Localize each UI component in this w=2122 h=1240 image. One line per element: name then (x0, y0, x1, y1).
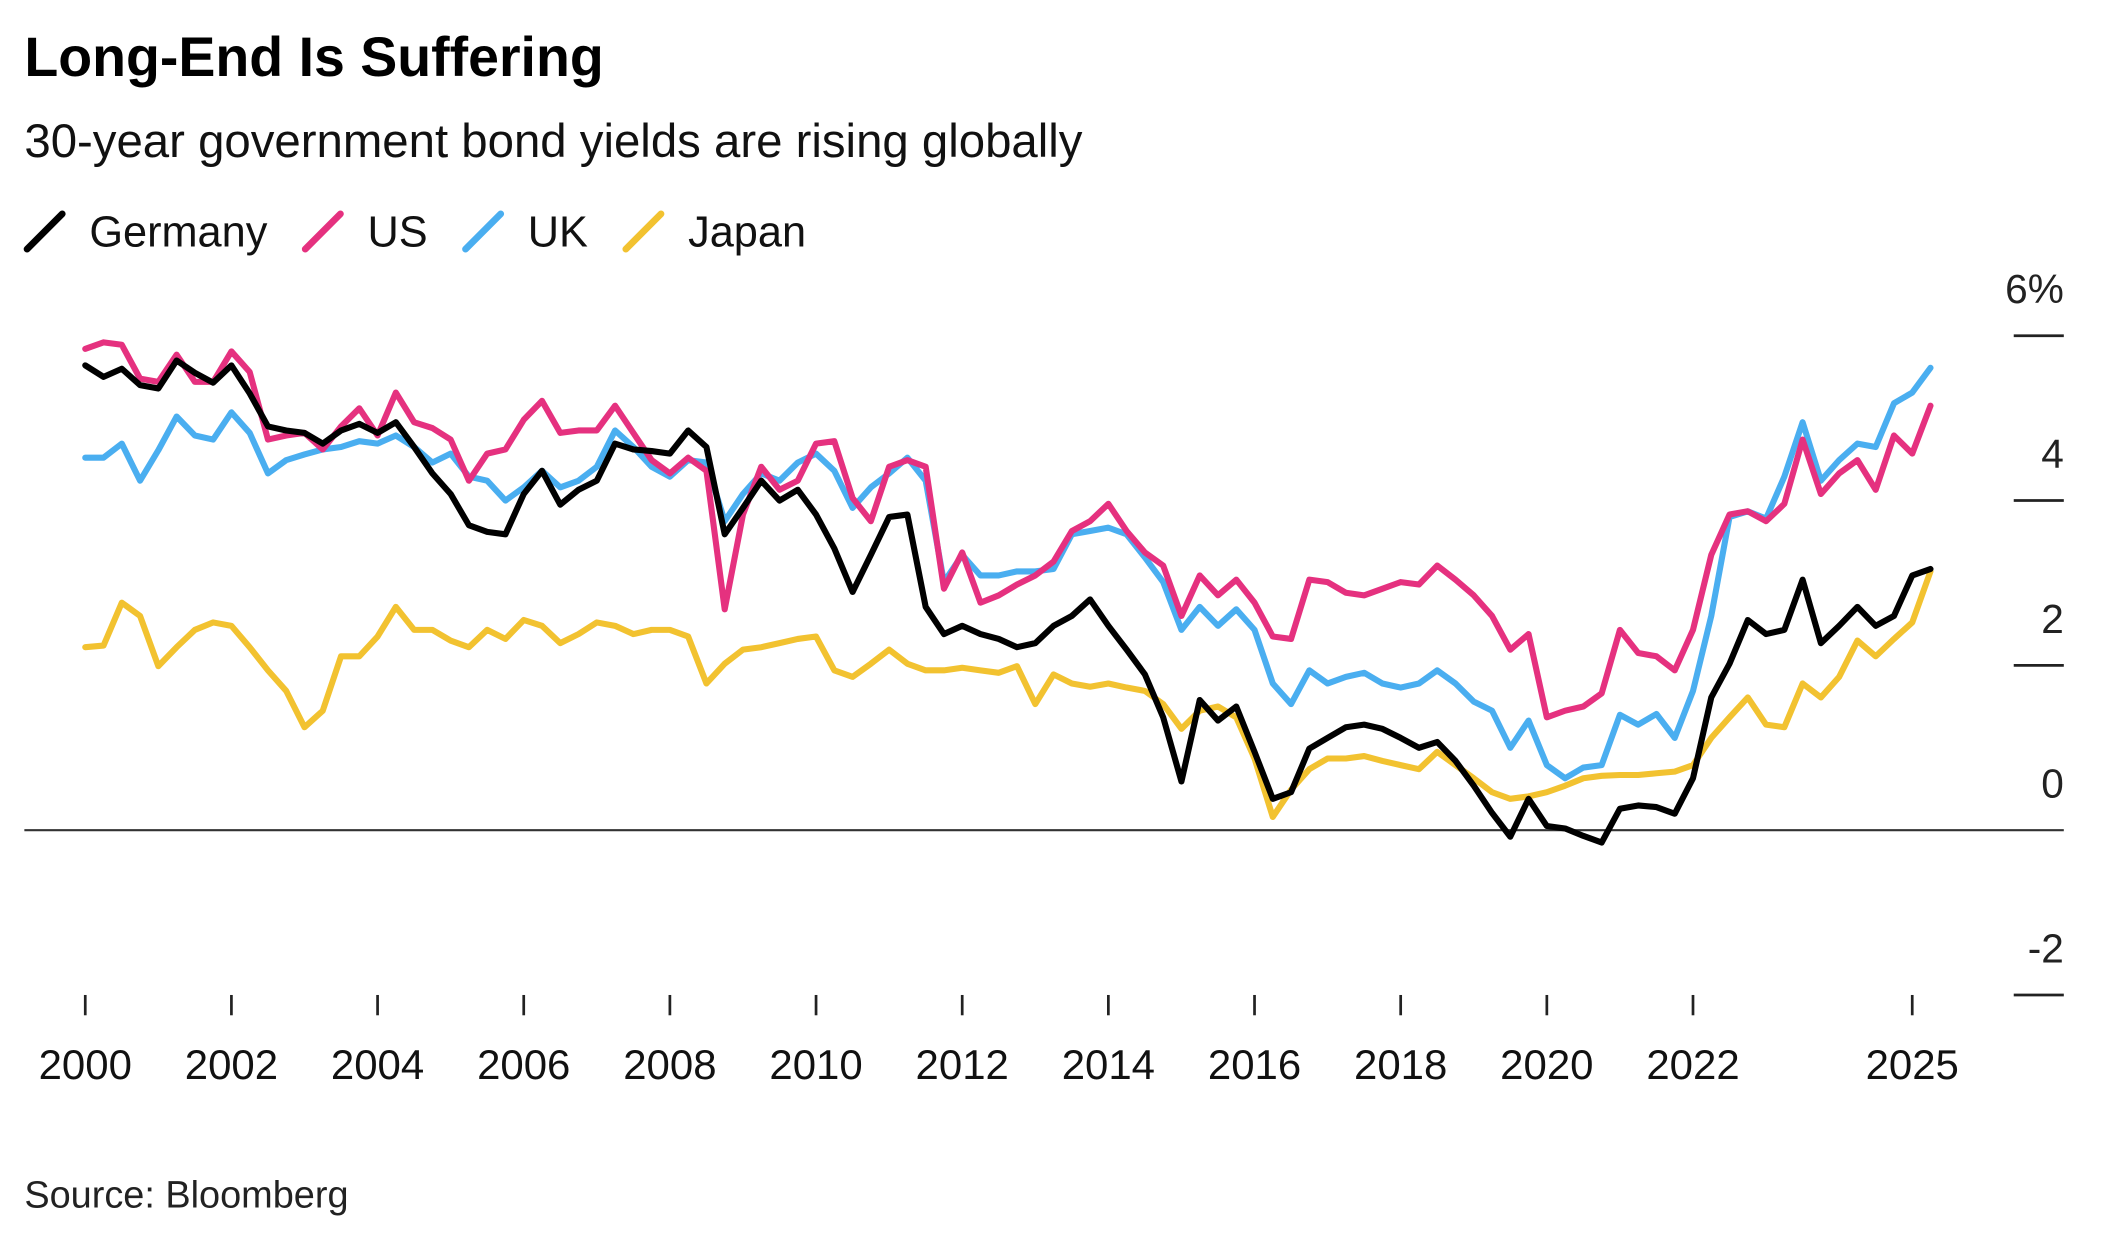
chart-subtitle: 30-year government bond yields are risin… (24, 115, 1082, 168)
x-tick-label: 2002 (185, 1041, 278, 1088)
source-note: Source: Bloomberg (24, 1175, 348, 1217)
series-line (82, 357, 1934, 846)
x-tick-label: 2016 (1208, 1041, 1301, 1088)
legend-label: Germany (89, 208, 267, 256)
legend-swatch (301, 210, 344, 253)
x-tick-label: 2008 (623, 1041, 716, 1088)
x-tick-label: 2022 (1646, 1041, 1739, 1088)
legend-label: Japan (688, 208, 806, 256)
legend-label: UK (528, 208, 588, 256)
y-tick-label: 0 (2041, 761, 2064, 807)
y-tick-label: 6% (2005, 266, 2064, 312)
x-tick-label: 2000 (39, 1041, 132, 1088)
legend-swatch (622, 210, 665, 253)
series-line (82, 339, 1934, 721)
x-tick-label: 2018 (1354, 1041, 1447, 1088)
x-tick-label: 2004 (331, 1041, 424, 1088)
x-tick-label: 2012 (916, 1041, 1009, 1088)
x-tick-label: 2014 (1062, 1041, 1155, 1088)
series-line (82, 568, 1934, 821)
x-tick-label: 2010 (769, 1041, 862, 1088)
legend-swatch (23, 210, 66, 253)
y-tick-label: 4 (2041, 431, 2064, 477)
legend-swatch (462, 210, 505, 253)
y-tick-label: -2 (2028, 925, 2064, 971)
legend-label: US (368, 208, 428, 256)
series-line (82, 364, 1934, 782)
chart-title: Long-End Is Suffering (24, 26, 603, 88)
x-tick-label: 2025 (1866, 1041, 1959, 1088)
x-tick-label: 2020 (1500, 1041, 1593, 1088)
y-tick-label: 2 (2041, 596, 2064, 642)
x-tick-label: 2006 (477, 1041, 570, 1088)
